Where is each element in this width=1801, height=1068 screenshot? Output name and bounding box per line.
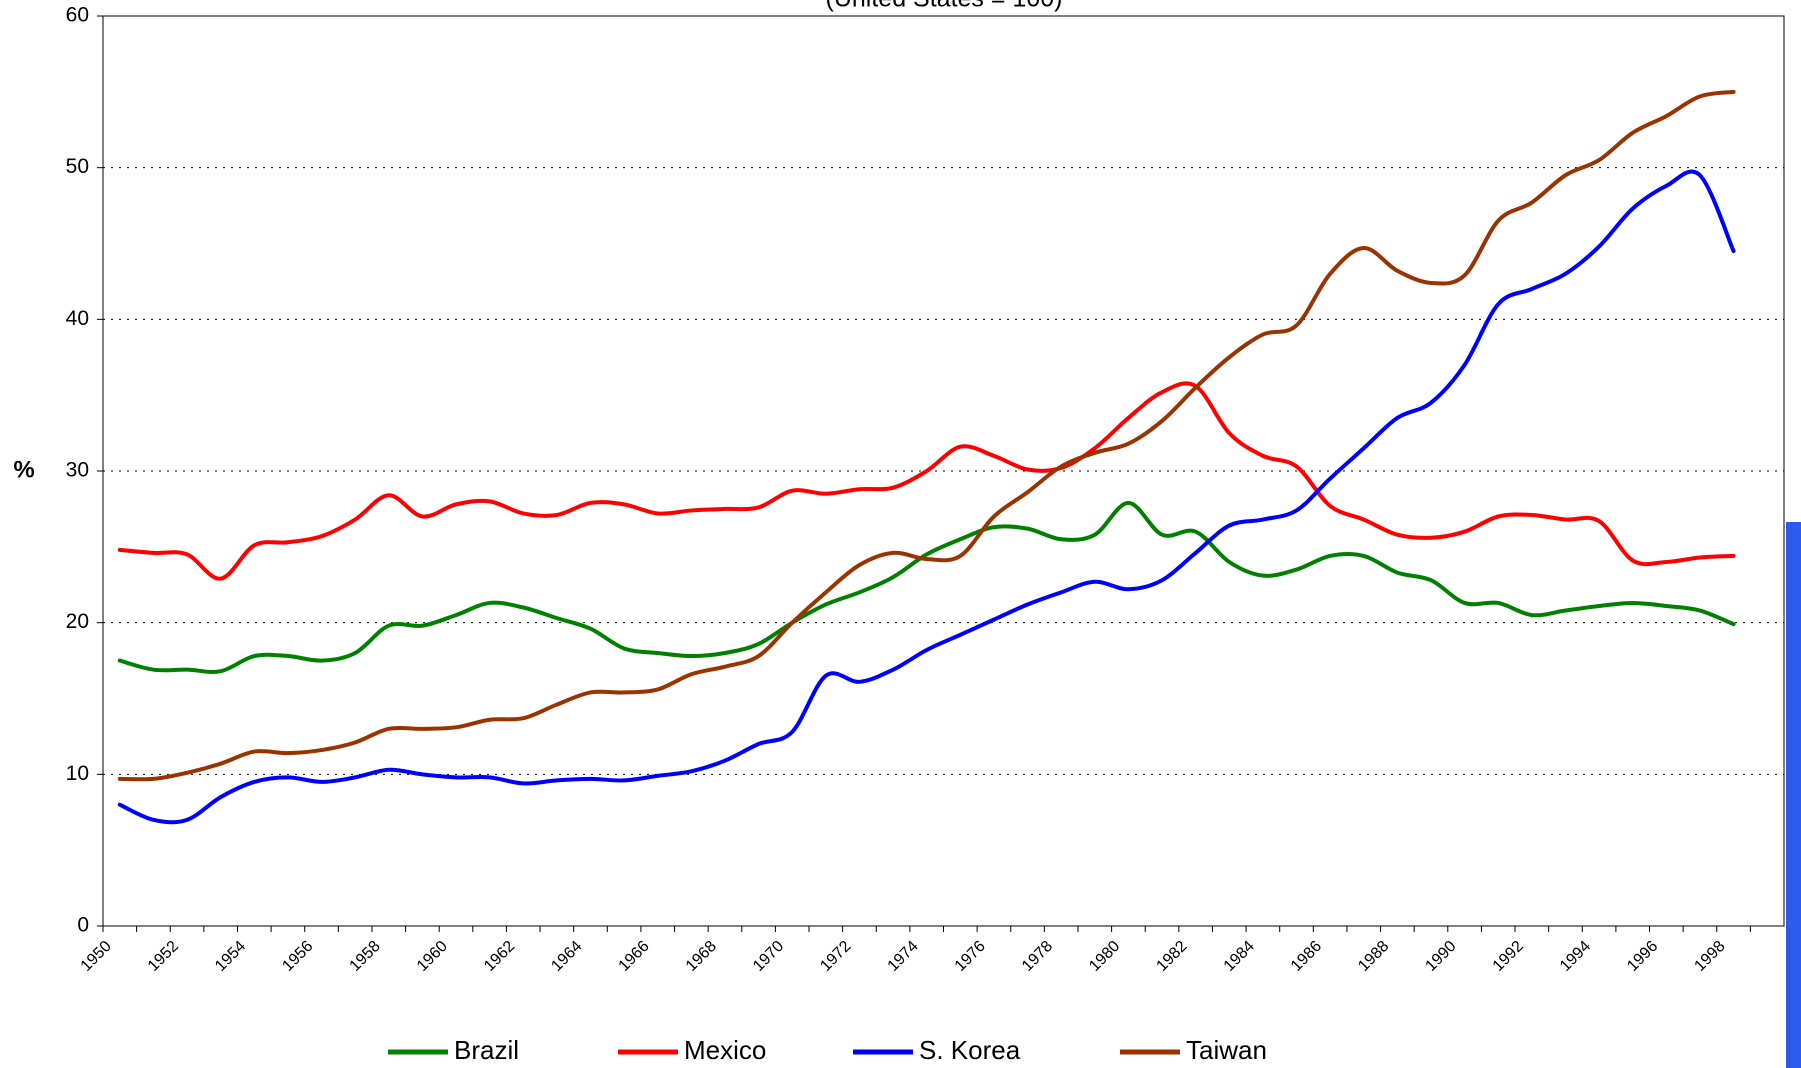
legend-label: Brazil <box>454 1035 519 1065</box>
legend-label: S. Korea <box>919 1035 1021 1065</box>
x-tick-label: 1984 <box>1221 938 1258 975</box>
x-tick-label: 1978 <box>1019 938 1056 975</box>
chart-subtitle: (United States = 100) <box>826 0 1063 13</box>
x-tick-label: 1952 <box>145 938 182 975</box>
x-tick-label: 1962 <box>481 938 518 975</box>
x-tick-label: 1966 <box>616 938 653 975</box>
x-tick-label: 1992 <box>1490 938 1527 975</box>
x-tick-label: 1956 <box>279 938 316 975</box>
y-tick-label: 40 <box>66 307 89 330</box>
y-tick-label: 30 <box>66 459 89 482</box>
x-tick-label: 1986 <box>1288 938 1325 975</box>
x-tick-label: 1974 <box>885 938 922 975</box>
x-tick-label: 1982 <box>1153 938 1190 975</box>
x-tick-label: 1958 <box>347 938 384 975</box>
x-tick-label: 1976 <box>952 938 989 975</box>
y-axis-label: % <box>13 456 34 483</box>
y-tick-label: 60 <box>66 4 89 27</box>
series-line <box>117 89 1736 782</box>
series-line <box>117 381 1736 581</box>
series-line <box>117 169 1736 825</box>
side-panel <box>1786 522 1801 1068</box>
x-tick-label: 1954 <box>212 938 249 975</box>
y-tick-label: 50 <box>66 155 89 178</box>
x-tick-label: 1950 <box>78 938 115 975</box>
x-tick-label: 1996 <box>1624 938 1661 975</box>
x-tick-label: 1960 <box>414 938 451 975</box>
x-tick-label: 1972 <box>817 938 854 975</box>
x-tick-label: 1994 <box>1557 938 1594 975</box>
x-tick-label: 1980 <box>1086 938 1123 975</box>
legend-label: Taiwan <box>1186 1035 1267 1065</box>
y-tick-label: 10 <box>66 762 89 785</box>
x-tick-label: 1990 <box>1422 938 1459 975</box>
series-line <box>117 500 1736 674</box>
x-tick-label: 1988 <box>1355 938 1392 975</box>
y-tick-label: 20 <box>66 610 89 633</box>
x-tick-label: 1964 <box>548 938 585 975</box>
x-tick-label: 1968 <box>683 938 720 975</box>
legend-label: Mexico <box>684 1035 766 1065</box>
x-tick-label: 1970 <box>750 938 787 975</box>
y-tick-label: 0 <box>77 914 89 937</box>
x-tick-label: 1998 <box>1691 938 1728 975</box>
